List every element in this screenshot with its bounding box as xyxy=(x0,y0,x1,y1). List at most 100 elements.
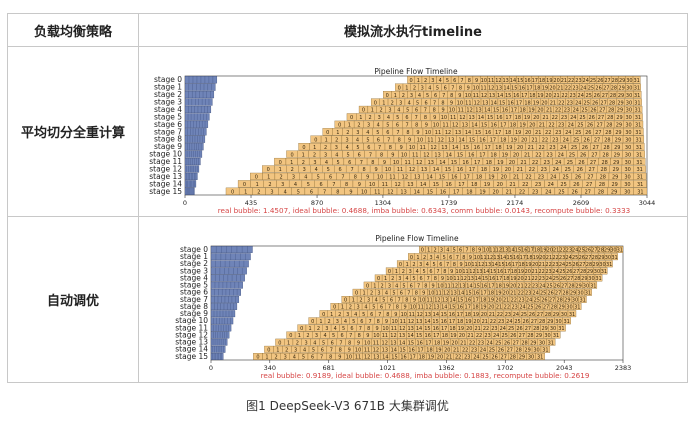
microbatch-label: 29 xyxy=(612,175,618,181)
microbatch-label: 13 xyxy=(442,298,448,304)
stage-label: stage 15 xyxy=(149,187,182,196)
microbatch-label: 1 xyxy=(244,190,247,196)
microbatch-label: 16 xyxy=(416,340,422,346)
microbatch-label: 14 xyxy=(416,326,422,332)
microbatch-label: 5 xyxy=(356,145,359,151)
timeline-chart-0: Pipeline Flow Timeline 0 1 2 3 4 5 6 7 8 9 10 11 12 13… xyxy=(139,47,687,216)
microbatch-label: 27 xyxy=(594,137,600,143)
microbatch-label: 15 xyxy=(400,347,406,353)
x-tick-label: 1362 xyxy=(438,364,455,372)
microbatch-label: 27 xyxy=(603,85,609,91)
microbatch-label: 22 xyxy=(525,283,531,289)
microbatch-label: 30 xyxy=(544,333,550,339)
microbatch-label: 2 xyxy=(296,340,299,346)
x-tick-label: 2043 xyxy=(556,364,573,372)
microbatch-label: 19 xyxy=(488,298,494,304)
microbatch-label: 16 xyxy=(468,152,474,158)
microbatch-label: 28 xyxy=(551,305,557,311)
microbatch-label: 7 xyxy=(396,130,399,136)
microbatch-label: 10 xyxy=(483,248,489,254)
microbatch-label: 4 xyxy=(335,152,338,158)
microbatch-label: 13 xyxy=(407,326,413,332)
microbatch-label: 0 xyxy=(398,85,401,91)
microbatch-label: 6 xyxy=(386,130,389,136)
microbatch-label: 15 xyxy=(449,305,455,311)
microbatch-label: 17 xyxy=(516,100,522,106)
microbatch-label: 15 xyxy=(391,355,397,361)
microbatch-label: 14 xyxy=(446,152,452,158)
microbatch-label: 24 xyxy=(573,108,579,114)
stage-label: stage 12 xyxy=(175,330,208,339)
x-tick-label: 340 xyxy=(264,364,276,372)
microbatch-label: 28 xyxy=(599,182,605,188)
microbatch-label: 26 xyxy=(560,276,566,282)
microbatch-label: 2 xyxy=(291,167,294,173)
microbatch-label: 11 xyxy=(444,283,450,289)
microbatch-label: 4 xyxy=(293,355,296,361)
microbatch-label: 12 xyxy=(430,145,436,151)
microbatch-label: 29 xyxy=(519,355,525,361)
microbatch-label: 3 xyxy=(294,347,297,353)
microbatch-label: 23 xyxy=(464,355,470,361)
microbatch-label: 31 xyxy=(634,93,640,99)
microbatch-label: 2 xyxy=(391,100,394,106)
microbatch-label: 20 xyxy=(529,123,535,129)
microbatch-label: 16 xyxy=(496,115,502,121)
microbatch-label: 24 xyxy=(480,347,486,353)
microbatch-label: 25 xyxy=(489,347,495,353)
microbatch-label: 26 xyxy=(594,93,600,99)
microbatch-label: 18 xyxy=(426,347,432,353)
microbatch-label: 23 xyxy=(505,312,511,318)
microbatch-label: 15 xyxy=(490,269,496,275)
microbatch-label: 10 xyxy=(417,137,423,143)
microbatch-label: 20 xyxy=(501,175,507,181)
microbatch-label: 14 xyxy=(407,333,413,339)
microbatch-label: 26 xyxy=(535,305,541,311)
stage-label: stage 13 xyxy=(149,172,182,181)
microbatch-label: 16 xyxy=(521,248,527,254)
microbatch-label: 15 xyxy=(493,108,499,114)
microbatch-label: 20 xyxy=(459,333,465,339)
microbatch-label: 22 xyxy=(529,167,535,173)
microbatch-label: 10 xyxy=(377,175,383,181)
microbatch-label: 31 xyxy=(637,182,643,188)
microbatch-label: 6 xyxy=(415,108,418,114)
microbatch-label: 7 xyxy=(415,115,418,121)
microbatch-label: 20 xyxy=(553,78,559,84)
microbatch-label: 16 xyxy=(457,167,463,173)
microbatch-label: 10 xyxy=(433,123,439,129)
microbatch-label: 31 xyxy=(585,290,591,296)
microbatch-label: 20 xyxy=(513,152,519,158)
microbatch-label: 29 xyxy=(617,108,623,114)
microbatch-label: 5 xyxy=(402,283,405,289)
microbatch-label: 4 xyxy=(436,255,439,261)
microbatch-label: 20 xyxy=(547,248,553,254)
microbatch-label: 29 xyxy=(564,298,570,304)
microbatch-label: 27 xyxy=(591,248,597,254)
microbatch-label: 17 xyxy=(512,262,518,268)
microbatch-label: 24 xyxy=(506,319,512,325)
microbatch-label: 27 xyxy=(599,108,605,114)
microbatch-label: 9 xyxy=(408,137,411,143)
microbatch-label: 7 xyxy=(351,167,354,173)
microbatch-label: 17 xyxy=(469,167,475,173)
microbatch-label: 13 xyxy=(482,100,488,106)
microbatch-label: 14 xyxy=(382,355,388,361)
microbatch-label: 31 xyxy=(611,255,617,261)
microbatch-label: 21 xyxy=(467,333,473,339)
microbatch-label: 11 xyxy=(418,305,424,311)
x-tick-label: 435 xyxy=(245,199,257,207)
table-header: 负载均衡策略 模拟流水执行timeline xyxy=(8,14,687,47)
microbatch-label: 5 xyxy=(426,93,429,99)
microbatch-label: 3 xyxy=(399,100,402,106)
microbatch-label: 11 xyxy=(382,182,388,188)
microbatch-label: 13 xyxy=(476,269,482,275)
microbatch-label: 25 xyxy=(588,85,594,91)
microbatch-label: 16 xyxy=(513,255,519,261)
microbatch-label: 15 xyxy=(482,276,488,282)
microbatch-label: 9 xyxy=(450,269,453,275)
microbatch-label: 1 xyxy=(279,167,282,173)
microbatch-label: 16 xyxy=(440,190,446,196)
microbatch-label: 19 xyxy=(502,152,508,158)
microbatch-label: 28 xyxy=(606,123,612,129)
